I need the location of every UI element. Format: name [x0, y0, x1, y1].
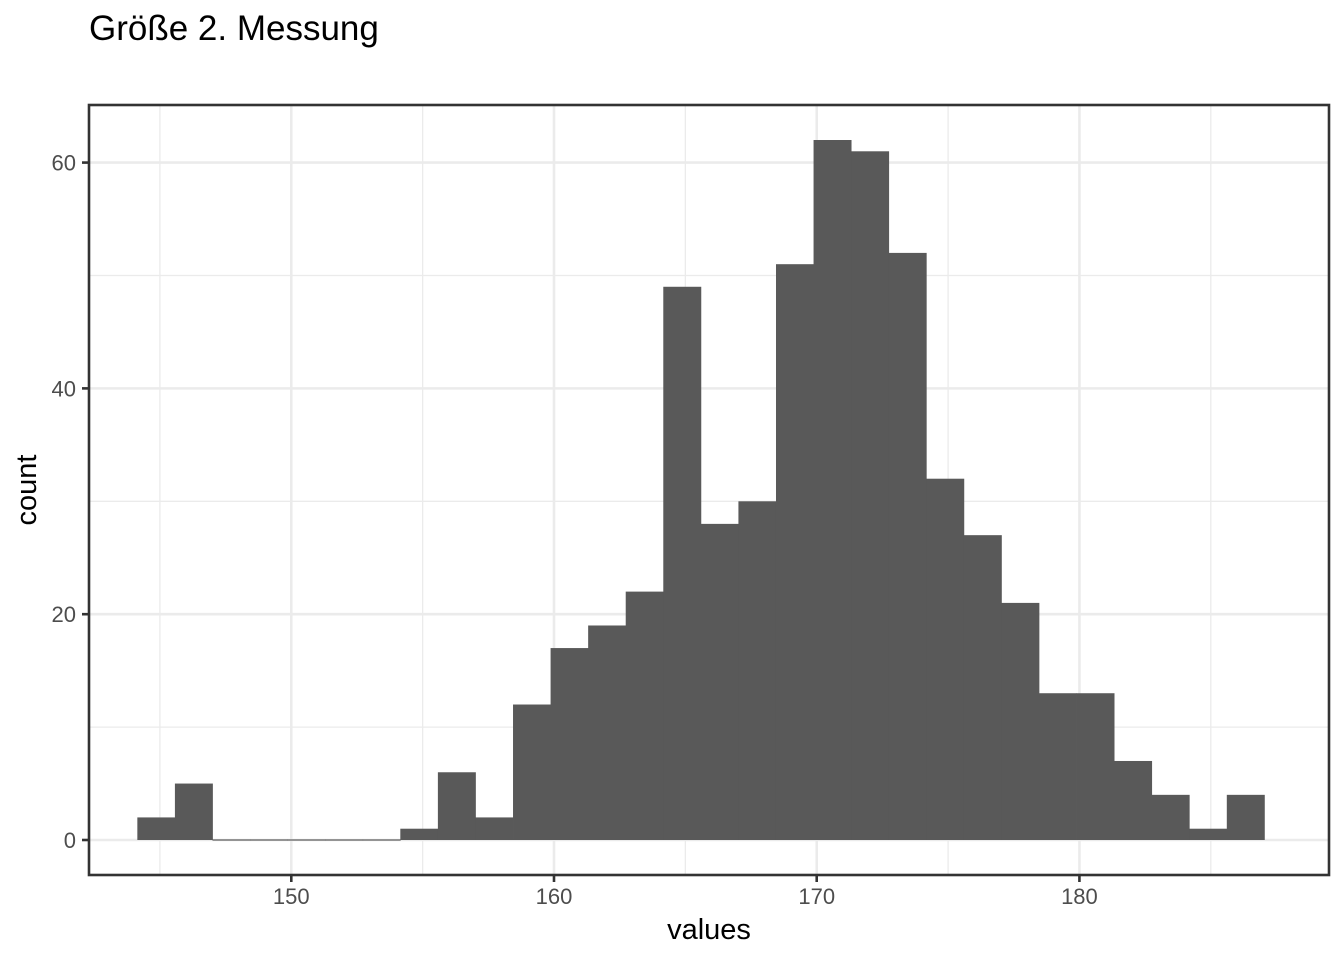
chart-title: Größe 2. Messung: [89, 9, 379, 48]
histogram-bar: [137, 817, 176, 840]
histogram-bar: [663, 286, 702, 841]
y-tick-label: 60: [52, 151, 76, 176]
histogram-bar: [1189, 828, 1228, 840]
histogram-bar: [1151, 794, 1190, 840]
histogram-bar: [250, 839, 289, 841]
x-tick-label: 160: [536, 884, 573, 909]
y-axis-title: count: [11, 455, 43, 526]
histogram-bar: [475, 817, 514, 840]
histogram-bar: [287, 839, 326, 841]
histogram-bar: [174, 783, 213, 840]
plot-panel: [87, 103, 1331, 877]
histogram-bar: [851, 151, 890, 840]
histogram-bar: [963, 535, 1002, 840]
histogram-bar: [325, 839, 364, 841]
x-tick-label: 180: [1061, 884, 1098, 909]
histogram-bar: [1076, 693, 1115, 840]
histogram-bar: [625, 591, 664, 840]
y-axis: 0 20 40 60: [52, 151, 89, 853]
histogram-bar: [700, 523, 739, 840]
histogram-bar: [775, 264, 814, 840]
histogram-bar: [513, 704, 551, 840]
y-tick-label: 20: [52, 602, 76, 627]
histogram-bar: [212, 839, 251, 841]
x-tick-label: 170: [798, 884, 835, 909]
histogram-bar: [550, 648, 589, 840]
y-tick-label: 40: [52, 376, 76, 401]
histogram-bar: [400, 828, 439, 840]
histogram-bars: [137, 140, 1265, 841]
panel-border: [87, 103, 1331, 877]
histogram-bar: [1226, 794, 1265, 840]
x-axis: 150 160 170 180: [273, 875, 1098, 909]
histogram-bar: [813, 140, 852, 840]
histogram-bar: [437, 772, 476, 840]
histogram-bar: [1038, 693, 1077, 840]
histogram-bar: [588, 625, 627, 840]
histogram-bar: [738, 501, 777, 840]
histogram-bar: [1001, 602, 1040, 840]
histogram-bar: [362, 839, 401, 841]
histogram-bar: [926, 478, 965, 840]
histogram-bar: [1114, 760, 1153, 840]
x-tick-label: 150: [273, 884, 310, 909]
y-tick-label: 0: [64, 828, 76, 853]
x-axis-title: values: [667, 914, 751, 946]
histogram-bar: [888, 252, 927, 841]
